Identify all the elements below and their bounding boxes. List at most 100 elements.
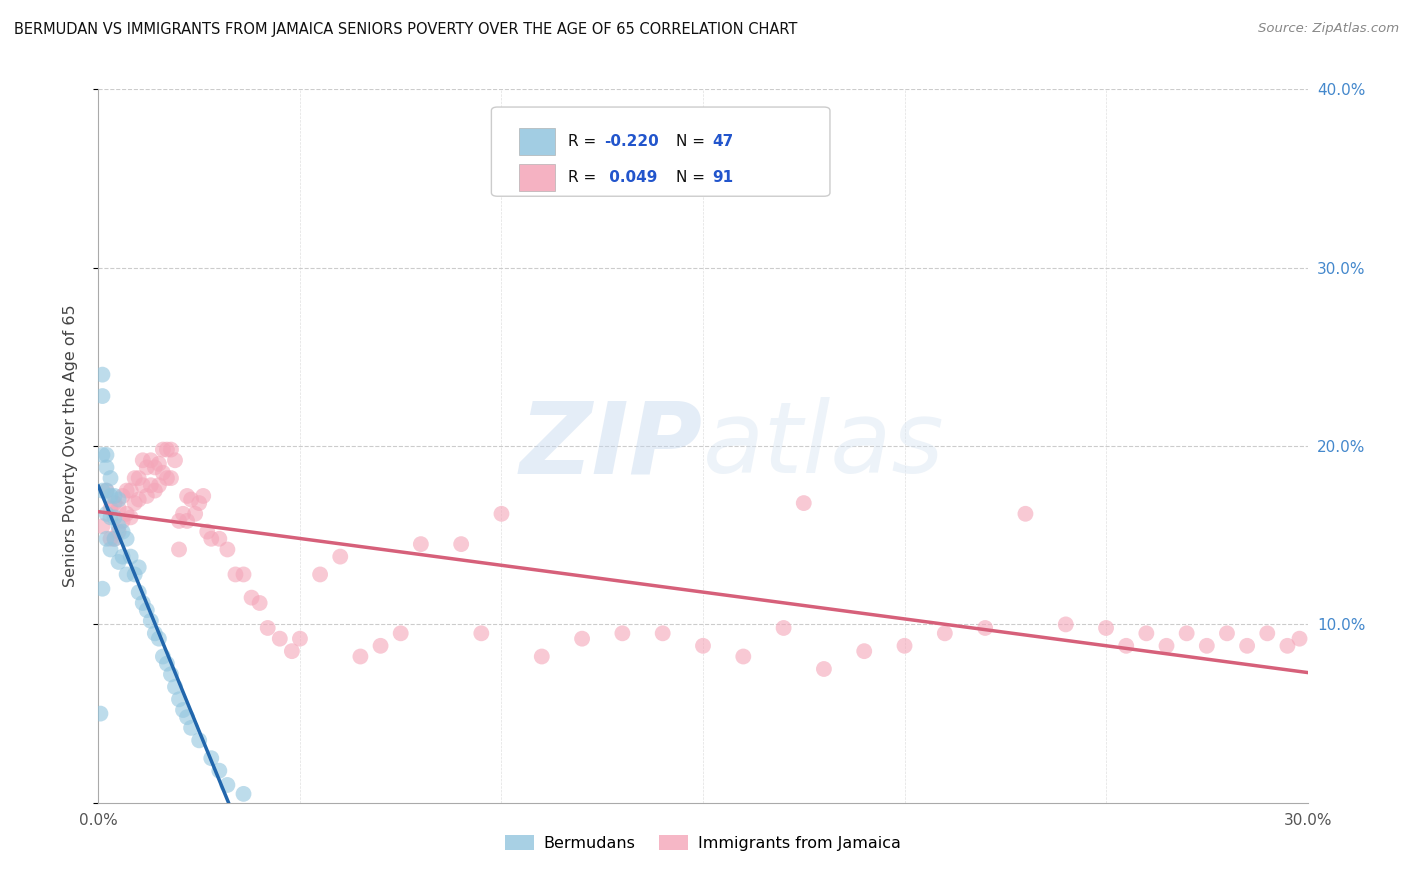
Point (111, 489, 134, 503)
Point (208, 764, 231, 778)
Text: R =: R = (568, 170, 600, 186)
Point (893, 639, 915, 653)
Point (120, 483, 142, 498)
Point (128, 585, 150, 599)
Point (128, 471, 150, 485)
Point (172, 507, 194, 521)
Point (143, 460, 166, 475)
Point (281, 644, 304, 658)
Point (217, 542, 239, 557)
Point (96, 448, 118, 462)
Point (1054, 617, 1077, 632)
Point (115, 507, 138, 521)
Point (160, 442, 183, 457)
Point (115, 532, 138, 546)
Text: N =: N = (676, 170, 710, 186)
Point (1175, 626, 1198, 640)
Point (107, 492, 129, 507)
Point (152, 649, 174, 664)
Point (156, 442, 179, 457)
Y-axis label: Seniors Poverty Over the Age of 65: Seniors Poverty Over the Age of 65 (63, 305, 77, 587)
Point (91, 448, 114, 462)
Point (96, 460, 118, 475)
Point (100, 489, 122, 503)
Point (111, 514, 134, 528)
Point (132, 478, 155, 492)
Point (103, 532, 125, 546)
Point (389, 626, 412, 640)
Point (193, 489, 215, 503)
Point (184, 507, 207, 521)
Point (370, 639, 392, 653)
Point (139, 614, 162, 628)
Point (143, 626, 166, 640)
Point (124, 496, 146, 510)
Point (120, 549, 142, 564)
Point (571, 632, 593, 646)
Point (91, 483, 114, 498)
Point (167, 692, 190, 706)
Point (176, 514, 198, 528)
Point (208, 532, 231, 546)
Point (309, 567, 332, 582)
Point (91, 519, 114, 533)
Point (1156, 639, 1178, 653)
Text: Source: ZipAtlas.com: Source: ZipAtlas.com (1258, 22, 1399, 36)
Point (612, 626, 634, 640)
Point (103, 532, 125, 546)
Point (124, 567, 146, 582)
Point (91, 389, 114, 403)
Point (91, 368, 114, 382)
Point (100, 501, 122, 516)
Point (651, 626, 673, 640)
Point (115, 567, 138, 582)
Point (120, 510, 142, 524)
Point (139, 478, 162, 492)
Point (163, 680, 186, 694)
Text: BERMUDAN VS IMMIGRANTS FROM JAMAICA SENIORS POVERTY OVER THE AGE OF 65 CORRELATI: BERMUDAN VS IMMIGRANTS FROM JAMAICA SENI… (14, 22, 797, 37)
Point (103, 510, 125, 524)
Point (188, 496, 211, 510)
Text: R =: R = (568, 135, 600, 149)
Point (96, 483, 118, 498)
Point (160, 667, 183, 681)
Point (132, 453, 155, 467)
Point (240, 591, 263, 605)
Point (470, 626, 492, 640)
Point (1195, 639, 1218, 653)
Point (100, 532, 122, 546)
Point (152, 466, 174, 480)
Text: 91: 91 (713, 170, 734, 186)
Point (143, 483, 166, 498)
Point (96, 532, 118, 546)
Point (733, 649, 755, 664)
Point (135, 603, 157, 617)
Point (1288, 632, 1310, 646)
Point (139, 453, 162, 467)
Point (156, 657, 179, 671)
Text: -0.220: -0.220 (603, 135, 658, 149)
Bar (519, 164, 555, 192)
Point (217, 778, 239, 792)
Point (100, 510, 122, 524)
Point (172, 703, 194, 717)
Point (1115, 639, 1137, 653)
Point (256, 621, 278, 635)
Text: N =: N = (676, 135, 710, 149)
Point (269, 632, 291, 646)
Point (111, 549, 134, 564)
Point (530, 649, 553, 664)
Point (100, 471, 122, 485)
Point (115, 483, 138, 498)
Point (103, 489, 125, 503)
Point (450, 537, 472, 551)
Point (180, 492, 202, 507)
Text: 47: 47 (713, 135, 734, 149)
Point (349, 649, 371, 664)
Text: 0.049: 0.049 (603, 170, 657, 186)
Point (232, 567, 254, 582)
Text: atlas: atlas (703, 398, 945, 494)
Point (692, 639, 714, 653)
Point (107, 524, 129, 539)
Point (152, 442, 174, 457)
